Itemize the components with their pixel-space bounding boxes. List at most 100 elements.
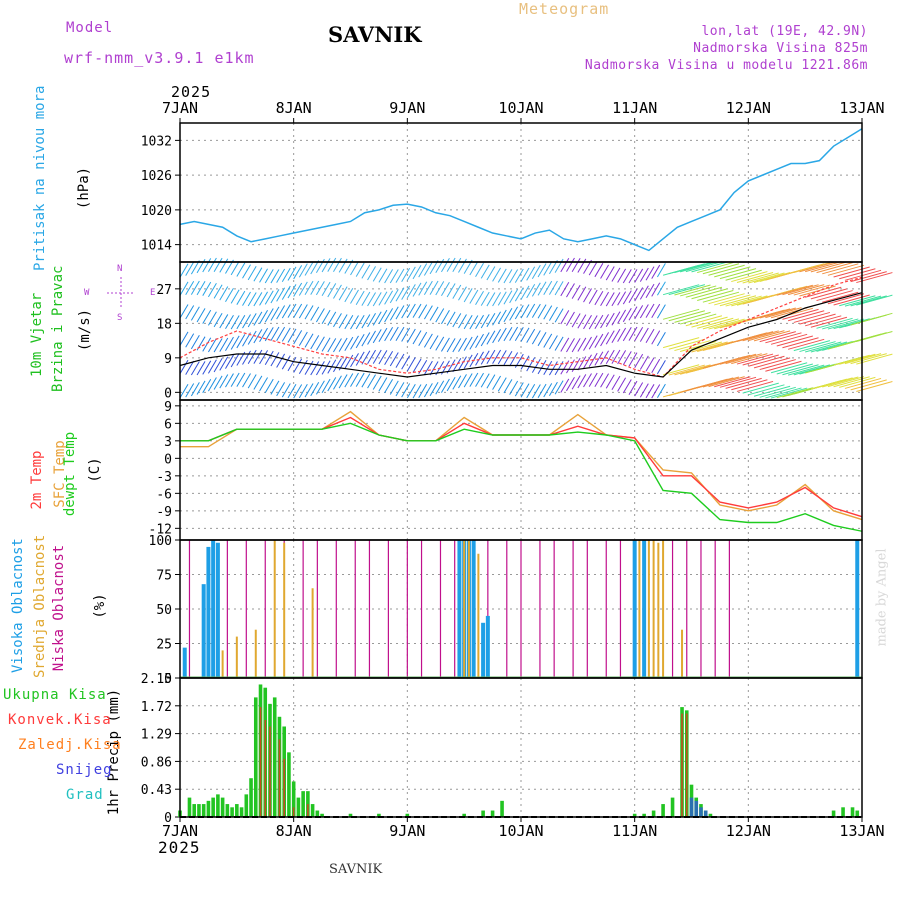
wind-barb <box>429 381 439 397</box>
wind-barb <box>287 266 297 281</box>
wind-barb <box>207 338 217 353</box>
wind-barb <box>543 383 553 398</box>
conv-rain-bar <box>681 713 683 817</box>
wind-barb <box>236 314 246 330</box>
wind-barb <box>213 358 223 373</box>
wind-barb <box>230 335 240 350</box>
high-cloud-bar <box>632 540 637 678</box>
wind-barb <box>583 354 592 369</box>
wind-barb <box>594 314 604 330</box>
wind-barb <box>190 260 200 275</box>
wind-barb <box>355 372 365 387</box>
year-top: 2025 <box>171 83 212 101</box>
lonlat-label: lon,lat (19E, 42.9N) <box>701 24 868 39</box>
wind-barb <box>293 358 303 373</box>
wind-barb <box>327 377 337 392</box>
wind-barb <box>429 280 439 295</box>
wind-barb <box>264 308 274 323</box>
wind-barb <box>361 373 371 388</box>
wind-barb <box>697 262 734 274</box>
wind-barb <box>628 380 638 395</box>
wind-barb <box>264 290 274 305</box>
wind-barb <box>401 383 411 398</box>
wind-barb <box>412 384 422 399</box>
wind-barb <box>219 258 229 273</box>
wind-barb <box>384 379 394 394</box>
wind-barb <box>367 330 376 345</box>
wind-barb <box>355 333 365 349</box>
wind-barb <box>839 353 876 365</box>
wind-barb <box>759 307 796 319</box>
wind-barb <box>503 308 513 323</box>
wind-barb <box>548 381 558 396</box>
high-cloud-bar <box>481 622 486 678</box>
wind-barb <box>833 376 870 388</box>
wind-barb <box>827 264 865 276</box>
wind-barb <box>691 316 728 328</box>
wind-barb <box>469 335 479 350</box>
wind-barb <box>213 284 223 299</box>
wind-barb <box>441 281 450 297</box>
wind-barb <box>645 328 655 343</box>
wind-barb <box>520 267 530 282</box>
wind-barb <box>480 350 490 365</box>
wind-barb <box>213 312 223 328</box>
wind-barb <box>452 375 462 390</box>
wind-barb <box>270 306 280 321</box>
wind-barb <box>691 288 728 300</box>
panel-frame <box>179 122 863 263</box>
wind-barb <box>645 303 655 318</box>
wind-barb <box>423 280 433 295</box>
wind-barb <box>190 382 200 397</box>
wind-barb <box>315 380 325 395</box>
wind-barb <box>822 318 859 330</box>
wind-barb <box>276 326 286 342</box>
wind-barb <box>412 358 422 373</box>
wind-barb <box>503 379 513 394</box>
x-tick-label-bottom: 9JAN <box>389 822 425 840</box>
conv-rain-bar <box>278 739 281 817</box>
precip-tick-label: 0 <box>164 811 172 826</box>
wind-barb <box>833 266 870 278</box>
wind-barb <box>480 314 490 329</box>
wind-barb <box>822 376 859 388</box>
wind-barb <box>372 292 382 307</box>
wind-barb <box>185 280 195 296</box>
wind-barb <box>844 269 882 281</box>
wind-barb <box>486 292 496 307</box>
wind-barb <box>441 258 450 273</box>
wind-barb <box>463 288 473 303</box>
wind-barb <box>742 330 779 342</box>
wind-barb <box>622 307 632 323</box>
wind-barb <box>247 266 257 281</box>
wind-barb <box>384 269 394 284</box>
cloud-tick-label: 100 <box>149 534 172 549</box>
wind-barb <box>492 311 502 326</box>
legend-conv-rain: Konvek.Kisa <box>8 712 112 728</box>
wind-barb <box>207 359 217 374</box>
wind-barb <box>315 281 325 296</box>
wind-barb <box>378 377 388 392</box>
wind-barb <box>685 286 723 298</box>
total-rain-bar <box>405 813 410 817</box>
wind-barb <box>253 349 263 364</box>
wind-barb <box>253 329 263 344</box>
wind-barb <box>765 360 802 372</box>
wind-barb <box>708 376 745 388</box>
wind-barb <box>219 286 229 301</box>
wind-barb <box>401 355 411 370</box>
wind-barb <box>799 341 836 353</box>
wind-barb <box>571 284 581 299</box>
wind-barb <box>361 350 371 365</box>
wind-barb <box>770 387 808 399</box>
wind-barb <box>242 264 251 279</box>
wind-barb <box>361 264 371 279</box>
wind-gust-line <box>179 276 863 378</box>
temp-tick-label: 0 <box>164 452 172 467</box>
wind-barb <box>190 306 200 321</box>
wind-barb <box>725 269 762 281</box>
wind-barb <box>196 361 206 376</box>
wind-barb <box>350 335 359 350</box>
wind-barb <box>463 336 473 351</box>
wind-barb <box>605 349 615 364</box>
